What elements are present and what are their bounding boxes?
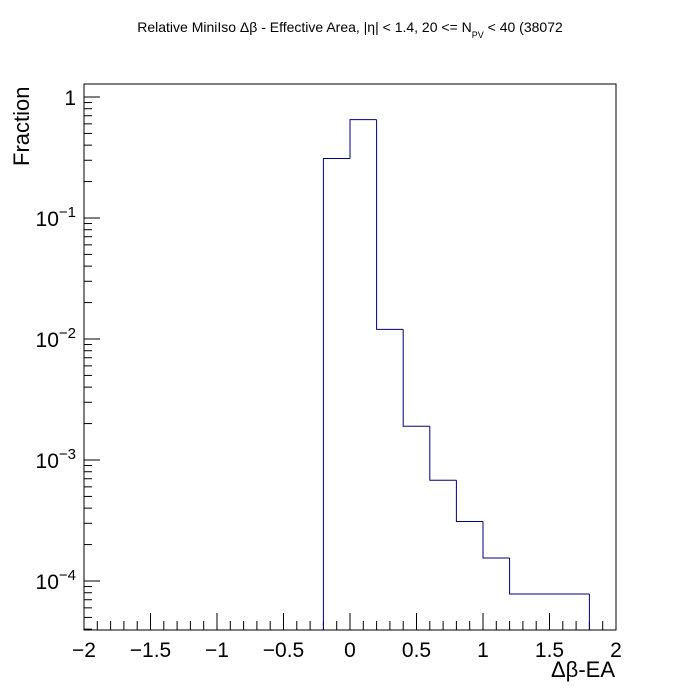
histogram-bin (349, 119, 377, 159)
y-tick-label: 10−1 (36, 204, 76, 231)
chart-title-subscript: PV (472, 30, 484, 40)
y-tick-label: 1 (64, 87, 76, 110)
histogram-bin (455, 480, 483, 523)
plot-frame (83, 83, 617, 631)
x-tick-label: 1 (477, 639, 489, 662)
chart-title-main: Relative MiniIso Δβ - Effective Area, |η… (137, 19, 472, 35)
x-tick-label: 0 (344, 639, 356, 662)
x-axis-title: Δβ-EA (551, 657, 615, 682)
y-axis: 1 10−1 10−2 10−3 10−4 (36, 87, 100, 630)
y-axis-title: Fraction (9, 87, 34, 166)
x-tick-label: −0.5 (263, 639, 304, 662)
histogram-bin (322, 158, 350, 630)
x-tick-label: −1.5 (130, 639, 171, 662)
chart-title: Relative MiniIso Δβ - Effective Area, |η… (137, 19, 563, 40)
histogram-bin (509, 557, 590, 595)
histogram-bins (322, 119, 590, 630)
x-tick-label: −2 (72, 639, 96, 662)
histogram-bin (482, 521, 510, 559)
x-tick-label: 1.5 (535, 639, 564, 662)
y-tick-label: 10−3 (36, 446, 76, 473)
y-tick-label: 10−2 (36, 325, 76, 352)
histogram-bin (402, 329, 430, 427)
histogram-bin (376, 119, 404, 330)
y-tick-label: 10−4 (36, 567, 76, 594)
x-tick-label: 2 (610, 639, 622, 662)
chart-title-tail: < 40 (38072 (484, 19, 563, 35)
x-axis: −2 −1.5 −1 −0.5 0 0.5 1 1.5 2 (72, 613, 622, 662)
x-tick-label: −1 (205, 639, 229, 662)
histogram-bin (429, 426, 457, 481)
x-tick-label: 0.5 (402, 639, 431, 662)
